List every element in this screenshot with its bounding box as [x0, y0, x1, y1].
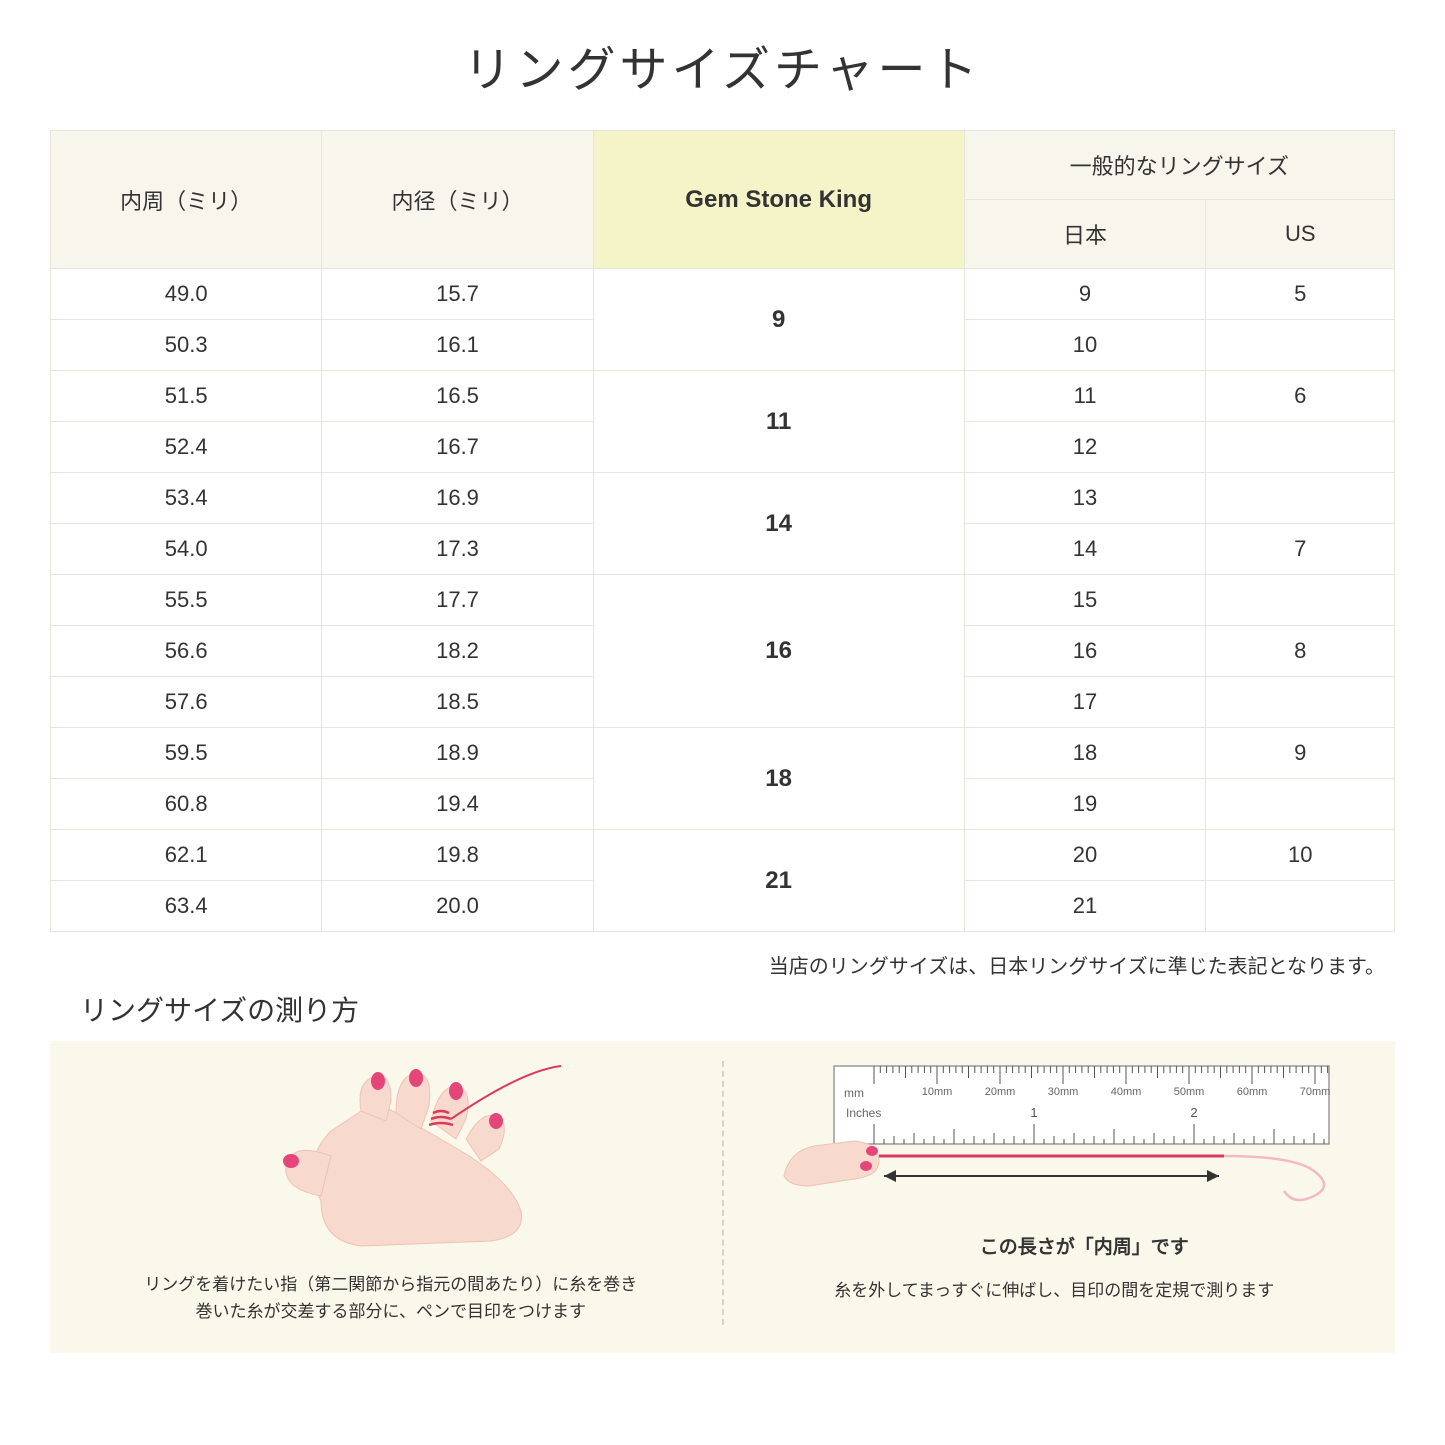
cell-circ: 55.5: [51, 575, 322, 626]
cell-us: [1206, 779, 1395, 830]
cell-gsk: 9: [593, 269, 964, 371]
cell-circ: 56.6: [51, 626, 322, 677]
arrow-label: この長さが「内周」です: [834, 1232, 1334, 1259]
svg-text:50mm: 50mm: [1174, 1086, 1205, 1098]
cell-us: [1206, 473, 1395, 524]
svg-text:10mm: 10mm: [922, 1086, 953, 1098]
cell-circ: 49.0: [51, 269, 322, 320]
th-general: 一般的なリングサイズ: [964, 131, 1394, 200]
table-row: 51.516.511116: [51, 371, 1395, 422]
howto-caption-2: 糸を外してまっすぐに伸ばし、目印の間を定規で測ります: [734, 1277, 1376, 1304]
howto-title: リングサイズの測り方: [80, 989, 1395, 1029]
cell-diam: 18.2: [322, 626, 593, 677]
cell-us: [1206, 575, 1395, 626]
cell-gsk: 16: [593, 575, 964, 728]
svg-text:Inches: Inches: [846, 1106, 881, 1120]
cell-diam: 20.0: [322, 881, 593, 932]
cell-us: [1206, 320, 1395, 371]
cell-circ: 52.4: [51, 422, 322, 473]
svg-text:2: 2: [1191, 1105, 1198, 1120]
howto-divider: [722, 1061, 724, 1325]
cell-jp: 11: [964, 371, 1206, 422]
svg-text:1: 1: [1031, 1105, 1038, 1120]
cell-us: [1206, 677, 1395, 728]
svg-text:40mm: 40mm: [1111, 1086, 1142, 1098]
table-row: 59.518.918189: [51, 728, 1395, 779]
cell-gsk: 11: [593, 371, 964, 473]
th-us: US: [1206, 200, 1395, 269]
size-chart-table: 内周（ミリ） 内径（ミリ） Gem Stone King 一般的なリングサイズ …: [50, 130, 1395, 932]
cell-us: 10: [1206, 830, 1395, 881]
cell-us: 7: [1206, 524, 1395, 575]
svg-text:20mm: 20mm: [985, 1086, 1016, 1098]
howto-section: リングを着けたい指（第二関節から指元の間あたり）に糸を巻き巻いた糸が交差する部分…: [50, 1041, 1395, 1353]
cell-diam: 17.3: [322, 524, 593, 575]
cell-circ: 54.0: [51, 524, 322, 575]
cell-jp: 9: [964, 269, 1206, 320]
th-diameter: 内径（ミリ）: [322, 131, 593, 269]
howto-step-1: リングを着けたい指（第二関節から指元の間あたり）に糸を巻き巻いた糸が交差する部分…: [70, 1061, 712, 1325]
th-jp: 日本: [964, 200, 1206, 269]
svg-text:60mm: 60mm: [1237, 1086, 1268, 1098]
th-gsk: Gem Stone King: [593, 131, 964, 269]
table-row: 49.015.7995: [51, 269, 1395, 320]
cell-jp: 14: [964, 524, 1206, 575]
page-title: リングサイズチャート: [50, 30, 1395, 100]
cell-circ: 57.6: [51, 677, 322, 728]
table-row: 55.517.71615: [51, 575, 1395, 626]
table-row: 53.416.91413: [51, 473, 1395, 524]
cell-jp: 16: [964, 626, 1206, 677]
th-circumference: 内周（ミリ）: [51, 131, 322, 269]
cell-jp: 21: [964, 881, 1206, 932]
table-row: 62.119.8212010: [51, 830, 1395, 881]
cell-jp: 10: [964, 320, 1206, 371]
cell-circ: 63.4: [51, 881, 322, 932]
cell-diam: 15.7: [322, 269, 593, 320]
cell-gsk: 21: [593, 830, 964, 932]
cell-circ: 51.5: [51, 371, 322, 422]
cell-jp: 13: [964, 473, 1206, 524]
cell-diam: 17.7: [322, 575, 593, 626]
cell-jp: 20: [964, 830, 1206, 881]
cell-diam: 19.8: [322, 830, 593, 881]
cell-gsk: 14: [593, 473, 964, 575]
cell-us: [1206, 422, 1395, 473]
cell-jp: 18: [964, 728, 1206, 779]
cell-diam: 16.9: [322, 473, 593, 524]
cell-circ: 60.8: [51, 779, 322, 830]
cell-gsk: 18: [593, 728, 964, 830]
cell-us: 5: [1206, 269, 1395, 320]
cell-circ: 50.3: [51, 320, 322, 371]
svg-text:mm: mm: [844, 1086, 864, 1100]
cell-us: 8: [1206, 626, 1395, 677]
cell-us: 6: [1206, 371, 1395, 422]
svg-text:70mm: 70mm: [1300, 1086, 1331, 1098]
howto-step-2: 10mm 20mm 30mm 40mm 50mm 60mm 70mm mm Inches 1…: [734, 1061, 1376, 1325]
cell-diam: 18.9: [322, 728, 593, 779]
cell-diam: 16.5: [322, 371, 593, 422]
cell-diam: 19.4: [322, 779, 593, 830]
cell-jp: 15: [964, 575, 1206, 626]
ruler-illustration: 10mm 20mm 30mm 40mm 50mm 60mm 70mm mm Inches 1…: [774, 1061, 1334, 1221]
cell-us: 9: [1206, 728, 1395, 779]
cell-circ: 62.1: [51, 830, 322, 881]
footnote: 当店のリングサイズは、日本リングサイズに準じた表記となります。: [50, 950, 1385, 979]
cell-diam: 16.1: [322, 320, 593, 371]
hand-thread-illustration: [181, 1061, 601, 1261]
cell-jp: 19: [964, 779, 1206, 830]
cell-diam: 16.7: [322, 422, 593, 473]
cell-circ: 59.5: [51, 728, 322, 779]
cell-us: [1206, 881, 1395, 932]
cell-circ: 53.4: [51, 473, 322, 524]
cell-jp: 17: [964, 677, 1206, 728]
svg-text:30mm: 30mm: [1048, 1086, 1079, 1098]
howto-caption-1: リングを着けたい指（第二関節から指元の間あたり）に糸を巻き巻いた糸が交差する部分…: [70, 1271, 712, 1325]
cell-jp: 12: [964, 422, 1206, 473]
cell-diam: 18.5: [322, 677, 593, 728]
